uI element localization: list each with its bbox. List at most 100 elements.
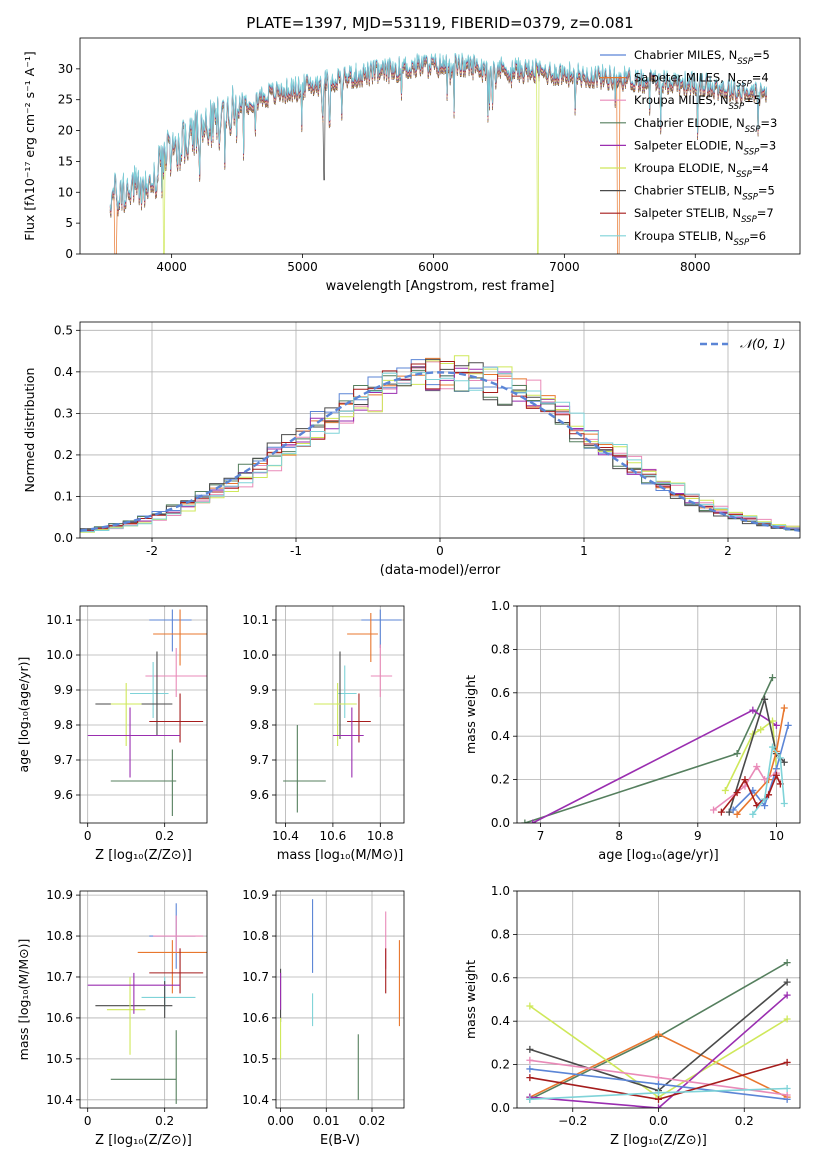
x-tick-label: 0.01	[313, 1114, 340, 1128]
axes-frame	[275, 890, 405, 1109]
axes-frame	[516, 890, 801, 1109]
axes-frame	[79, 605, 208, 824]
weight-marker-pink	[655, 1074, 662, 1082]
legend-entry-purple: Salpeter ELODIE, NSSP=3	[634, 138, 776, 157]
weight-marker-blue	[784, 721, 792, 729]
weight-marker-purple	[655, 1104, 662, 1108]
x-axis-label: E(B-V)	[320, 1133, 360, 1148]
y-axis-label: mass [log₁₀(M/M⊙)]	[16, 939, 31, 1061]
weight-line-purple	[529, 994, 788, 1108]
x-tick-label: 0	[84, 1114, 92, 1128]
weight-marker-gray	[783, 978, 791, 986]
x-tick-label: -1	[290, 544, 302, 558]
y-tick-label: 10.4	[46, 1093, 73, 1107]
y-tick-label: 0.6	[491, 686, 510, 700]
y-tick-label: 10.9	[242, 888, 269, 902]
axes-frame	[275, 605, 405, 824]
spectrum-line-yellow	[109, 56, 768, 254]
y-axis-label: Normed distribution	[22, 368, 37, 493]
y-tick-label: 9.7	[54, 753, 73, 767]
y-tick-label: 9.8	[250, 718, 269, 732]
y-tick-label: 0.6	[491, 971, 510, 985]
y-tick-label: 0.4	[491, 729, 510, 743]
weight-marker-yellow	[757, 726, 765, 734]
y-tick-label: 1.0	[491, 884, 510, 898]
y-tick-label: 9.6	[250, 788, 269, 802]
y-tick-label: 9.9	[54, 683, 73, 697]
weight-marker-orange	[733, 810, 741, 818]
axes-frame	[79, 321, 801, 539]
spectrum-line-cyan	[109, 52, 768, 211]
weight-marker-purple	[783, 991, 791, 999]
y-tick-label: 10.1	[242, 613, 269, 627]
weight-marker-cyan	[776, 754, 784, 762]
x-tick-label: 8000	[680, 260, 711, 274]
weight-marker-green	[521, 819, 529, 823]
y-axis-label: age [log₁₀(age/yr)]	[16, 657, 31, 773]
x-tick-label: 0.00	[267, 1114, 294, 1128]
y-tick-label: 10.4	[242, 1093, 269, 1107]
weight-marker-gray	[761, 695, 769, 703]
legend-entry-normal: 𝒩(0, 1)	[740, 336, 786, 351]
x-axis-label: mass [log₁₀(M/M⊙)]	[277, 848, 404, 863]
y-tick-label: 1.0	[491, 599, 510, 613]
x-tick-label: 0.0	[649, 1114, 668, 1128]
y-tick-label: 25	[58, 93, 73, 107]
y-tick-label: 0.0	[491, 1101, 510, 1115]
weight-marker-red	[526, 1074, 534, 1082]
x-tick-label: 2	[724, 544, 732, 558]
y-tick-label: 10.7	[46, 970, 73, 984]
x-tick-label: 0.2	[155, 829, 174, 843]
y-axis-label: mass weight	[463, 675, 478, 754]
y-tick-label: 10.5	[46, 1052, 73, 1066]
legend-entry-yellow: Kroupa ELODIE, NSSP=4	[634, 161, 769, 180]
y-tick-label: 0.4	[54, 365, 73, 379]
y-tick-label: 10.8	[46, 929, 73, 943]
age_vs_Z-panel: 0 0.2 9.6 9.7 9.8 9.9 10.0 10.1 Z [log₁₀(Z/Z⊙)] a…	[16, 605, 208, 863]
y-tick-label: 10.8	[242, 929, 269, 943]
y-tick-label: 9.9	[250, 683, 269, 697]
weight_vs_age-panel: 7 8 9 10 0.0 0.2 0.4 0.6 0.8 1.0 age [log₁₀(age/yr…	[463, 599, 801, 863]
y-tick-label: 0.2	[54, 448, 73, 462]
y-tick-label: 5	[65, 216, 73, 230]
age_vs_mass-panel: 10.4 10.6 10.8 9.6 9.7 9.8 9.9 10.0 10.1 mass [lo…	[242, 605, 405, 863]
y-tick-label: 0.2	[491, 773, 510, 787]
weight-marker-red	[741, 776, 749, 784]
y-tick-label: 30	[58, 62, 73, 76]
weight-marker-green	[733, 750, 741, 758]
y-tick-label: 0.3	[54, 406, 73, 420]
x-tick-label: 6000	[418, 260, 449, 274]
weight_vs_Z-panel: −0.2 0.0 0.2 0.0 0.2 0.4 0.6 0.8 1.0 Z [log₁₀(Z/Z…	[463, 884, 801, 1148]
y-tick-label: 10	[58, 185, 73, 199]
y-tick-label: 0.4	[491, 1014, 510, 1028]
axes-frame	[516, 605, 801, 824]
legend-entry-gray: Chabrier STELIB, NSSP=5	[634, 184, 775, 203]
y-tick-label: 0.8	[491, 927, 510, 941]
weight-marker-cyan	[780, 799, 788, 807]
weight-marker-blue	[655, 1080, 662, 1088]
weight-marker-red	[655, 1095, 662, 1103]
weight-marker-cyan	[761, 795, 769, 803]
weight-line-green	[524, 677, 774, 823]
x-tick-label: 4000	[156, 260, 187, 274]
y-tick-label: 0.5	[54, 323, 73, 337]
weight-marker-yellow	[768, 717, 776, 725]
legend-entry-orange: Salpeter MILES, NSSP=4	[634, 71, 769, 90]
y-axis-label: Flux [fλ10⁻¹⁷ erg cm⁻² s⁻¹ A⁻¹]	[22, 51, 37, 240]
x-tick-label: 7000	[549, 260, 580, 274]
weight-marker-red	[772, 771, 780, 779]
axes-frame	[79, 890, 208, 1109]
x-tick-label: 0.02	[359, 1114, 386, 1128]
y-tick-label: 10.1	[46, 613, 73, 627]
x-tick-label: 8	[615, 829, 623, 843]
histogram-red	[80, 361, 800, 531]
x-tick-label: 10	[769, 829, 784, 843]
x-tick-label: 7	[537, 829, 545, 843]
x-tick-label: 5000	[287, 260, 318, 274]
weight-marker-yellow	[526, 1002, 534, 1010]
y-axis-label: mass weight	[463, 960, 478, 1039]
weight-line-blue	[732, 725, 789, 811]
weight-marker-red	[733, 789, 741, 797]
weight-marker-purple	[749, 706, 757, 714]
